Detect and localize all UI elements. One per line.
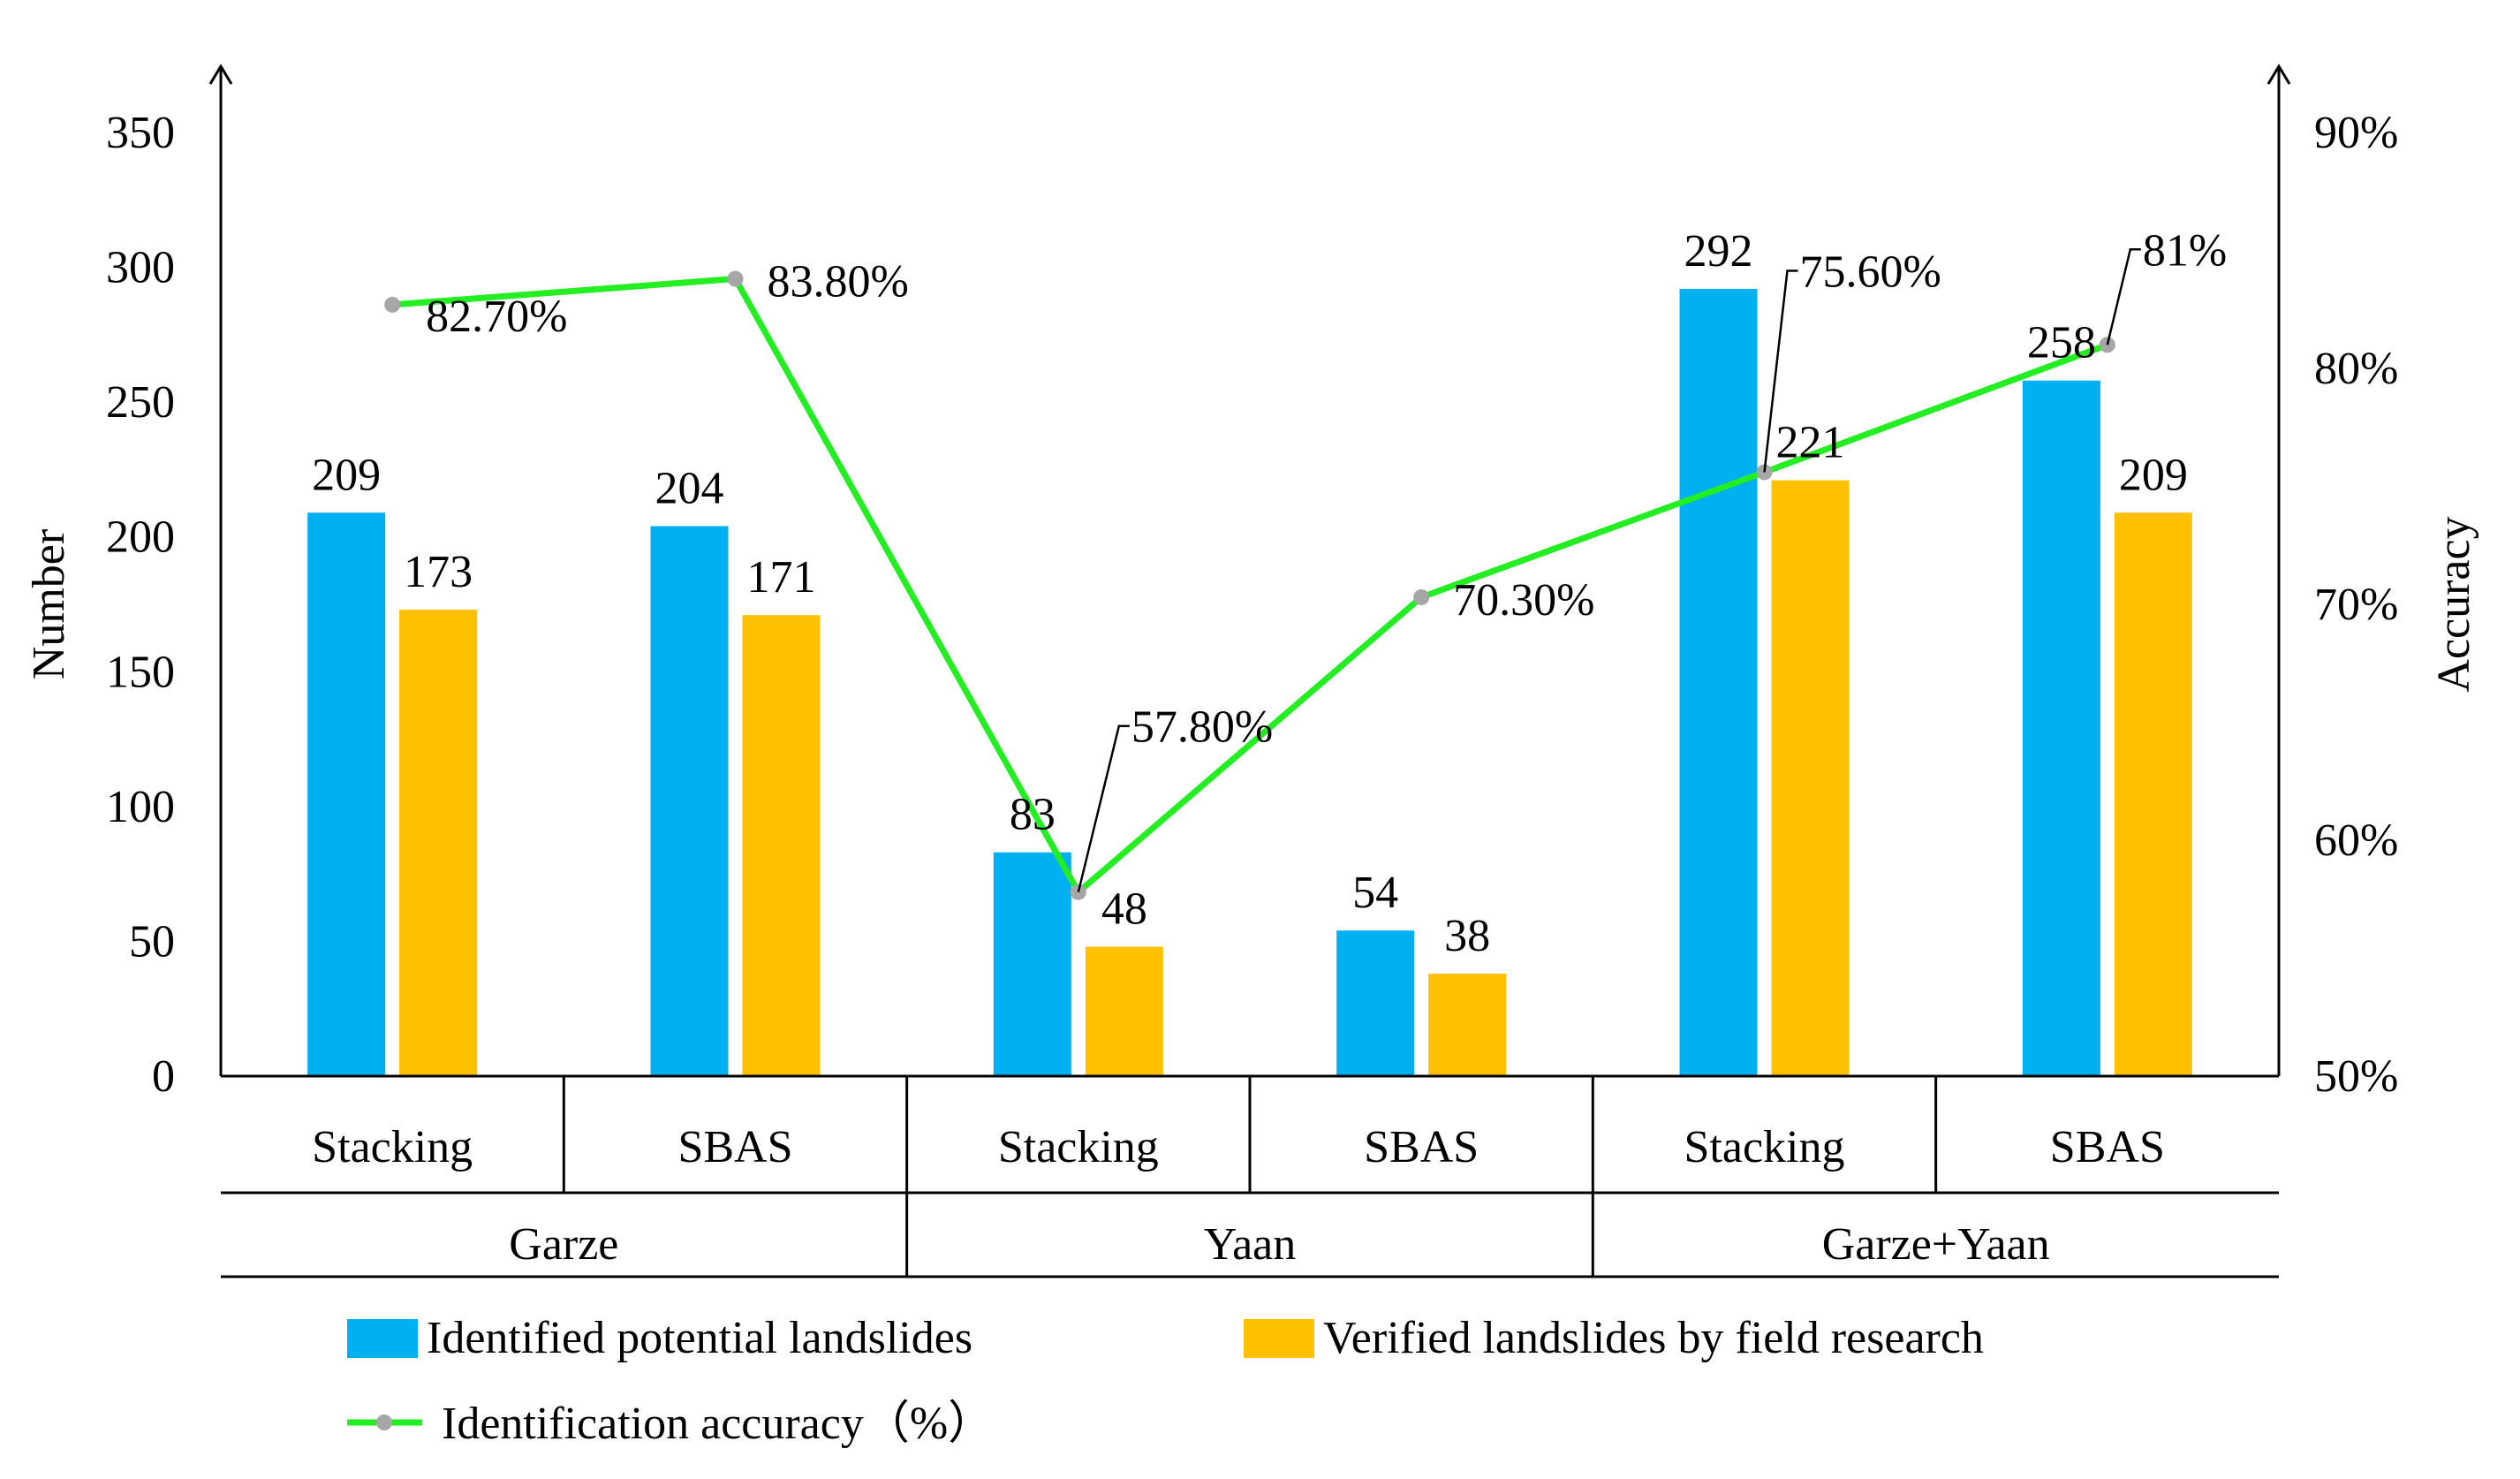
y-tick-label: 0 [152, 1051, 175, 1102]
bar-label-identified: 258 [2027, 318, 2096, 368]
category-label: SBAS [1364, 1122, 1479, 1172]
y2-tick-label: 80% [2314, 344, 2398, 394]
bar-label-verified: 38 [1444, 911, 1490, 961]
accuracy-label: 57.80% [1131, 702, 1273, 753]
category-label: Stacking [312, 1122, 473, 1172]
legend-label-identified: Identified potential landslides [427, 1313, 972, 1363]
accuracy-label-leader [1763, 269, 1798, 473]
legend-label-accuracy: Identification accuracy（%） [442, 1399, 994, 1449]
y-tick-label: 200 [106, 512, 175, 563]
group-label: Yaan [1204, 1219, 1297, 1270]
bar-verified [2114, 512, 2192, 1076]
category-label: Stacking [998, 1122, 1159, 1172]
bar-label-verified: 171 [747, 552, 816, 603]
y-tick-label: 250 [106, 377, 175, 428]
accuracy-line-group [384, 270, 2115, 900]
accuracy-point [384, 296, 401, 313]
group-label: Garze [509, 1219, 618, 1270]
bar-identified [1336, 930, 1415, 1076]
bar-identified [650, 526, 729, 1076]
bar-label-identified: 209 [312, 450, 381, 500]
bar-label-verified: 173 [404, 547, 473, 597]
bar-verified [1428, 974, 1507, 1076]
legend-swatch-verified [1244, 1319, 1314, 1358]
data-labels: 209 204 83 54 292 258 173 171 48 38 221 209 82.70% 83… [312, 225, 2227, 961]
accuracy-label: 75.60% [1800, 246, 1941, 297]
bar-label-verified: 48 [1101, 884, 1147, 935]
accuracy-label: 70.30% [1453, 575, 1594, 626]
accuracy-point [1413, 588, 1430, 605]
y2-tick-label: 90% [2314, 108, 2398, 158]
category-label: Stacking [1684, 1122, 1845, 1172]
bar-verified [1771, 480, 1850, 1076]
bar-identified [1679, 288, 1758, 1076]
bar-identified [993, 852, 1071, 1076]
accuracy-line [391, 276, 2109, 896]
y2-tick-label: 50% [2314, 1051, 2398, 1102]
y2-tick-label: 60% [2314, 815, 2398, 866]
accuracy-label: 83.80% [768, 257, 909, 307]
legend: Identified potential landslides Verified … [347, 1313, 1984, 1449]
y2-axis-title: Accuracy [2429, 516, 2479, 692]
accuracy-point [727, 270, 744, 287]
bar-label-identified: 83 [1010, 790, 1056, 840]
bar-label-verified: 209 [2119, 450, 2188, 500]
legend-swatch-identified [347, 1319, 418, 1358]
bar-identified [2022, 380, 2100, 1076]
bars [307, 288, 2192, 1076]
y-tick-label: 150 [106, 647, 175, 697]
bar-verified [742, 615, 821, 1076]
accuracy-label: 82.70% [426, 292, 567, 342]
bar-label-identified: 54 [1352, 868, 1398, 918]
right-axis-arrow [2266, 64, 2291, 85]
left-axis-arrow [208, 64, 233, 85]
y2-tick-label: 70% [2314, 580, 2398, 630]
y-tick-label: 300 [106, 243, 175, 293]
legend-marker-accuracy [376, 1415, 392, 1430]
bar-verified [399, 610, 478, 1076]
accuracy-label-leader [2106, 248, 2141, 345]
axes: 0 50 100 150 200 250 300 350 Number 50% 60% 70% 80% 9… [24, 64, 2479, 1102]
bar-verified [1085, 946, 1163, 1076]
legend-label-verified: Verified landslides by field research [1323, 1313, 1984, 1363]
bar-label-identified: 204 [655, 464, 724, 514]
y-tick-label: 100 [106, 782, 175, 832]
y-tick-label: 50 [129, 916, 175, 967]
category-label: SBAS [677, 1122, 792, 1172]
category-table: Stacking SBAS Stacking SBAS Stacking SBASGarz… [221, 1074, 2279, 1278]
group-label: Garze+Yaan [1822, 1219, 2050, 1270]
accuracy-label: 81% [2143, 225, 2227, 276]
bar-identified [307, 512, 386, 1076]
bar-label-verified: 221 [1776, 418, 1845, 468]
accuracy-label-leader [1077, 724, 1130, 893]
y-axis-title: Number [24, 529, 74, 679]
bar-label-identified: 292 [1684, 226, 1753, 277]
y-tick-label: 350 [106, 108, 175, 158]
category-label: SBAS [2050, 1122, 2165, 1172]
